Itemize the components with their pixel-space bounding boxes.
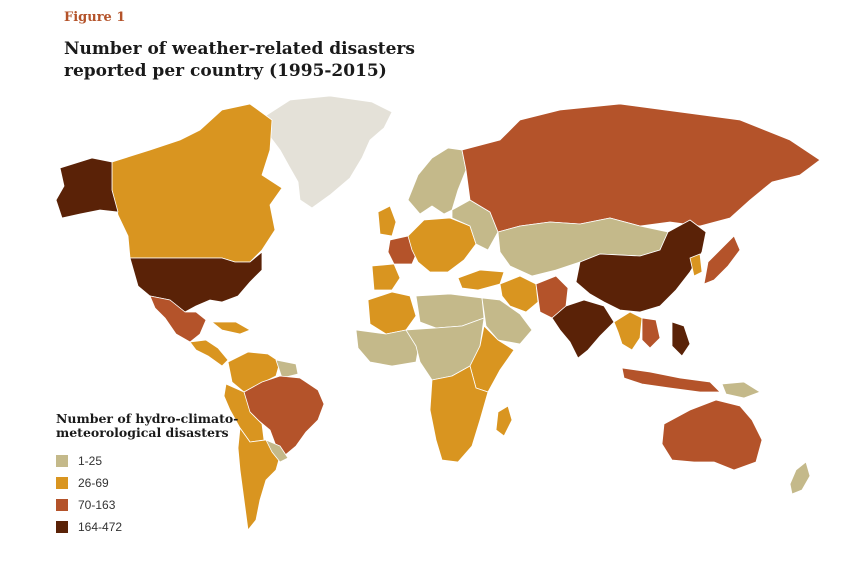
region-japan <box>703 235 741 285</box>
legend-label: 26-69 <box>78 476 109 490</box>
legend-label: 70-163 <box>78 498 116 512</box>
region-madagascar <box>495 405 513 437</box>
legend-swatch <box>56 521 68 533</box>
title-line-2: reported per country (1995-2015) <box>64 61 387 81</box>
legend-item: 164-472 <box>56 516 256 538</box>
region-mexico <box>149 295 207 343</box>
region-arabia <box>481 297 533 345</box>
region-new-zealand <box>789 461 811 495</box>
region-central-europe <box>407 217 477 273</box>
legend-item: 70-163 <box>56 494 256 516</box>
legend-title: Number of hydro-climato-meteorological d… <box>56 411 239 440</box>
region-greenland <box>261 95 393 209</box>
figure-title: Number of weather-related disasters repo… <box>64 38 484 82</box>
legend-swatch <box>56 455 68 467</box>
region-philippines <box>671 321 691 357</box>
legend-swatch <box>56 499 68 511</box>
region-turkey <box>457 269 505 291</box>
region-guianas <box>275 359 299 379</box>
region-canada <box>111 103 283 263</box>
region-caribbean <box>211 321 251 335</box>
title-line-1: Number of weather-related disasters <box>64 39 415 59</box>
region-korea <box>689 253 703 277</box>
legend-label: 1-25 <box>78 454 103 468</box>
region-uk-ireland <box>377 205 397 237</box>
region-iran <box>499 275 539 313</box>
legend-swatch <box>56 477 68 489</box>
figure-label: Figure 1 <box>64 10 126 25</box>
region-west-africa <box>355 329 421 367</box>
region-india <box>551 299 615 359</box>
region-colombia-venezuela <box>227 351 281 393</box>
region-iberia <box>371 263 401 291</box>
legend-item: 1-25 <box>56 450 256 472</box>
region-vietnam <box>641 317 661 349</box>
map-legend: Number of hydro-climato-meteorological d… <box>56 412 256 538</box>
region-china <box>575 219 707 313</box>
region-russia <box>461 103 821 233</box>
region-central-america <box>189 339 229 367</box>
region-australia <box>661 399 763 471</box>
legend-item: 26-69 <box>56 472 256 494</box>
region-brazil <box>243 375 325 457</box>
region-alaska <box>55 157 119 219</box>
region-north-africa <box>367 291 417 335</box>
region-indonesia <box>621 367 721 393</box>
region-southeast-asia <box>613 311 643 351</box>
legend-label: 164-472 <box>78 520 123 534</box>
region-uruguay-paraguay <box>265 439 289 463</box>
region-southern-africa <box>429 365 489 463</box>
region-scandinavia <box>407 147 467 215</box>
region-papua <box>721 381 761 399</box>
